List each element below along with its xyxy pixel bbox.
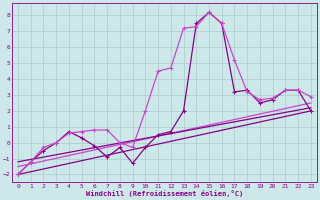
X-axis label: Windchill (Refroidissement éolien,°C): Windchill (Refroidissement éolien,°C)	[86, 190, 243, 197]
